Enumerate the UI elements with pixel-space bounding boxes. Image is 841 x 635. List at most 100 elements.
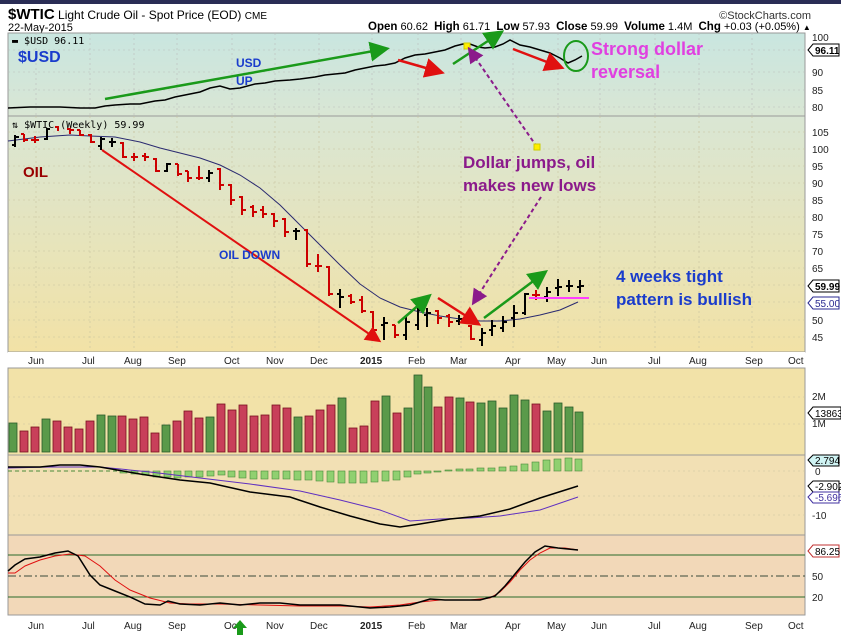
usd-last-value-tag: 96.11 (807, 43, 840, 57)
svg-text:May: May (547, 621, 566, 632)
svg-text:95: 95 (812, 162, 824, 173)
macd-panel: 0 -10 2.794 -2.902 -5.696 (7, 454, 841, 536)
macd-y-axis: 0 -10 (812, 467, 827, 522)
svg-text:Mar: Mar (450, 621, 468, 632)
stoch-k-line (7, 545, 579, 609)
usd-up-arrow (104, 41, 390, 101)
usd-line (7, 39, 583, 109)
macd-line (8, 464, 579, 528)
svg-text:Apr: Apr (505, 621, 521, 632)
svg-text:Jul: Jul (648, 621, 661, 632)
svg-text:Sep: Sep (745, 356, 763, 367)
chart-title: $WTIC Light Crude Oil - Spot Price (EOD)… (8, 6, 267, 23)
svg-text:100: 100 (812, 33, 829, 44)
volume-bars (8, 374, 584, 453)
svg-text:138633: 138633 (815, 409, 841, 420)
svg-text:Jun: Jun (28, 356, 44, 367)
volume-panel: 2M 1M 138633 (7, 367, 841, 456)
moving-average-line (7, 134, 579, 322)
price-y-axis: 105 100 95 90 85 80 75 70 65 50 45 (812, 128, 829, 344)
svg-text:50: 50 (812, 316, 824, 327)
svg-text:2.794: 2.794 (815, 456, 840, 467)
svg-text:Feb: Feb (408, 356, 426, 367)
svg-text:Dec: Dec (310, 356, 328, 367)
svg-text:65: 65 (812, 264, 824, 275)
usd-panel: ▬ $USD 96.11 $USD USD UP Strong dollar r… (7, 30, 840, 117)
svg-text:Nov: Nov (266, 356, 284, 367)
svg-text:70: 70 (812, 247, 824, 258)
oil-label: OIL (23, 164, 48, 181)
dollar-jumps-label-1: Dollar jumps, oil (463, 153, 595, 172)
macd-histogram (119, 457, 583, 484)
svg-text:Oct: Oct (788, 356, 804, 367)
macd-value-tag: -2.902 (807, 480, 841, 493)
svg-text:59.99: 59.99 (815, 282, 840, 293)
macd-hist-tag: 2.794 (807, 454, 840, 467)
svg-text:May: May (547, 356, 566, 367)
svg-text:Sep: Sep (745, 621, 763, 632)
svg-text:Jun: Jun (28, 621, 44, 632)
symbol-name: Light Crude Oil - Spot Price (EOD) (58, 8, 242, 22)
svg-text:Oct: Oct (224, 621, 240, 632)
dollar-jumps-label-2: makes new lows (463, 176, 596, 195)
brand[interactable]: ©StockCharts.com (719, 10, 811, 22)
low-value: 57.93 (522, 21, 550, 33)
svg-text:Aug: Aug (124, 356, 142, 367)
tight-pattern-label-2: pattern is bullish (616, 290, 752, 309)
exchange: CME (244, 11, 267, 22)
svg-text:Jul: Jul (82, 621, 95, 632)
svg-text:85: 85 (812, 196, 824, 207)
svg-text:Sep: Sep (168, 356, 186, 367)
strong-dollar-label-2: reversal (591, 62, 660, 82)
close-value: 59.99 (590, 21, 619, 33)
svg-text:80: 80 (812, 103, 824, 114)
volume-value: 1.4M (667, 21, 693, 33)
price-legend: ⇅ $WTIC (Weekly) 59.99 (11, 120, 144, 131)
svg-text:Oct: Oct (224, 356, 240, 367)
x-axis-bottom: Jun Jul Aug Sep Oct Nov Dec 2015 Feb Mar… (28, 621, 804, 632)
svg-text:Sep: Sep (168, 621, 186, 632)
svg-text:90: 90 (812, 68, 824, 79)
macd-signal-line (7, 466, 579, 522)
ohlc-bars (12, 126, 584, 346)
macd-signal-tag: -5.696 (807, 491, 841, 504)
usd-y-axis: 100 90 85 80 (812, 33, 829, 114)
svg-text:55.00: 55.00 (815, 299, 840, 310)
svg-text:Apr: Apr (505, 356, 521, 367)
dollar-jump-pointer (467, 46, 538, 148)
open-value: 60.62 (400, 21, 428, 33)
strong-dollar-label-1: Strong dollar (591, 39, 703, 59)
svg-text:85: 85 (812, 86, 824, 97)
ohlc-icon: ⇅ (11, 120, 18, 131)
svg-text:90: 90 (812, 179, 824, 190)
svg-text:20: 20 (812, 593, 824, 604)
svg-text:Dec: Dec (310, 621, 328, 632)
svg-text:Jun: Jun (591, 621, 607, 632)
svg-text:45: 45 (812, 333, 824, 344)
svg-text:Jul: Jul (648, 356, 661, 367)
chart-date: 22-May-2015 (8, 22, 73, 34)
oil-drop-arrow (437, 296, 482, 326)
svg-text:86.25: 86.25 (815, 547, 840, 558)
volume-y-axis: 2M 1M (812, 392, 826, 430)
oil-rally-arrow (483, 270, 548, 319)
x-axis-top: Jun Jul Aug Sep Oct Nov Dec 2015 Feb Mar… (28, 356, 804, 367)
stochastic-panel: 50 20 86.25 (7, 534, 840, 616)
up-triangle-icon: ▲ (802, 23, 811, 32)
svg-text:Jun: Jun (591, 356, 607, 367)
svg-text:Nov: Nov (266, 621, 284, 632)
svg-text:-2.902: -2.902 (815, 482, 841, 493)
change-value: +0.03 (+0.05%) (723, 21, 800, 33)
usd-up-label-2: UP (236, 74, 253, 88)
svg-text:Aug: Aug (689, 356, 707, 367)
svg-text:Jul: Jul (82, 356, 95, 367)
price-panel: ⇅ $WTIC (Weekly) 59.99 OIL OIL DOWN Doll… (7, 46, 840, 353)
usd-legend: ▬ $USD 96.11 (12, 36, 84, 47)
svg-text:1M: 1M (812, 419, 826, 430)
svg-text:2015: 2015 (360, 621, 383, 632)
svg-text:2015: 2015 (360, 356, 383, 367)
svg-text:Aug: Aug (124, 621, 142, 632)
svg-text:-5.696: -5.696 (815, 493, 841, 504)
svg-text:75: 75 (812, 230, 824, 241)
